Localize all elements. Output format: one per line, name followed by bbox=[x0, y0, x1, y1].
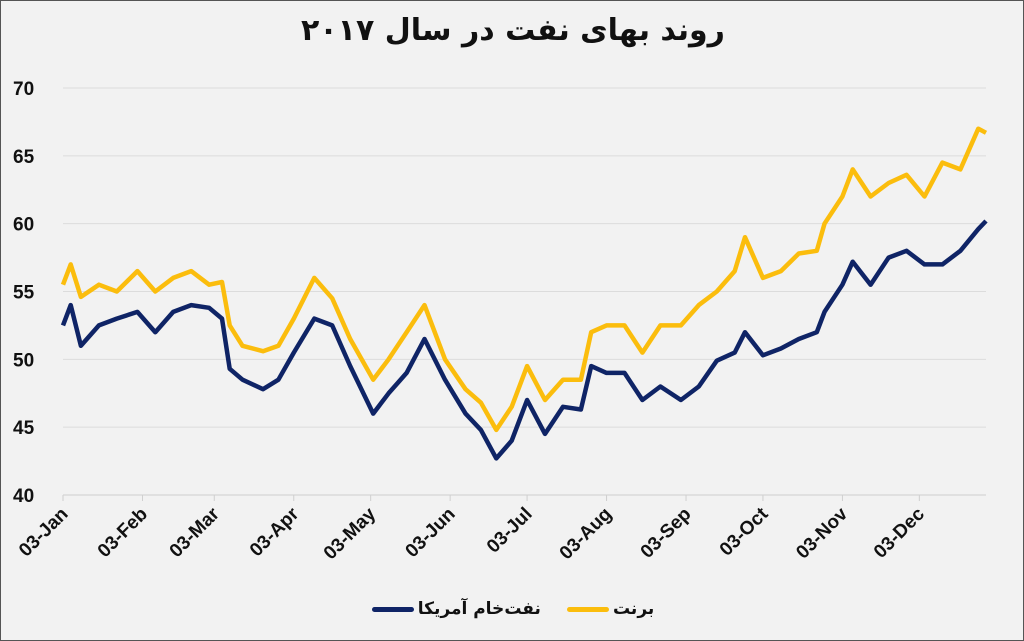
series-line-brent bbox=[60, 126, 988, 433]
x-tick-label: 03-Mar bbox=[166, 503, 225, 562]
y-tick-label: 60 bbox=[13, 215, 34, 236]
legend-item-brent: برنت bbox=[566, 599, 655, 619]
series-line-wti bbox=[60, 219, 988, 461]
y-tick-label: 55 bbox=[13, 283, 35, 304]
x-tick-label: 03-Feb bbox=[94, 504, 152, 562]
x-tick-label: 03-Aug bbox=[556, 504, 616, 564]
legend-swatch bbox=[371, 606, 414, 612]
x-tick-label: 03-Sep bbox=[637, 504, 696, 563]
x-tick-label: 03-May bbox=[320, 503, 381, 564]
legend-item-wti: نفت‌خام آمریکا bbox=[371, 599, 541, 619]
x-tick-label: 03-Apr bbox=[246, 503, 304, 561]
chart-title: روند بهای نفت در سال ۲۰۱۷ bbox=[301, 13, 725, 48]
y-tick-label: 50 bbox=[13, 350, 34, 371]
x-tick-label: 03-Oct bbox=[716, 503, 773, 560]
x-tick-label: 03-Dec bbox=[870, 503, 929, 562]
x-tick-label: 03-Jul bbox=[483, 504, 537, 558]
y-tick-label: 40 bbox=[13, 486, 34, 507]
legend-swatch bbox=[566, 606, 609, 612]
legend-label: نفت‌خام آمریکا bbox=[417, 599, 541, 619]
x-tick-label: 03-Nov bbox=[792, 503, 852, 563]
y-tick-label: 70 bbox=[13, 79, 34, 100]
legend: برنت نفت‌خام آمریکا bbox=[1, 599, 1023, 619]
legend-label: برنت bbox=[612, 599, 655, 619]
y-tick-label: 65 bbox=[13, 147, 35, 168]
x-tick-label: 03-Jan bbox=[15, 504, 72, 561]
y-tick-label: 45 bbox=[13, 418, 35, 439]
x-tick-label: 03-Jun bbox=[402, 504, 460, 562]
